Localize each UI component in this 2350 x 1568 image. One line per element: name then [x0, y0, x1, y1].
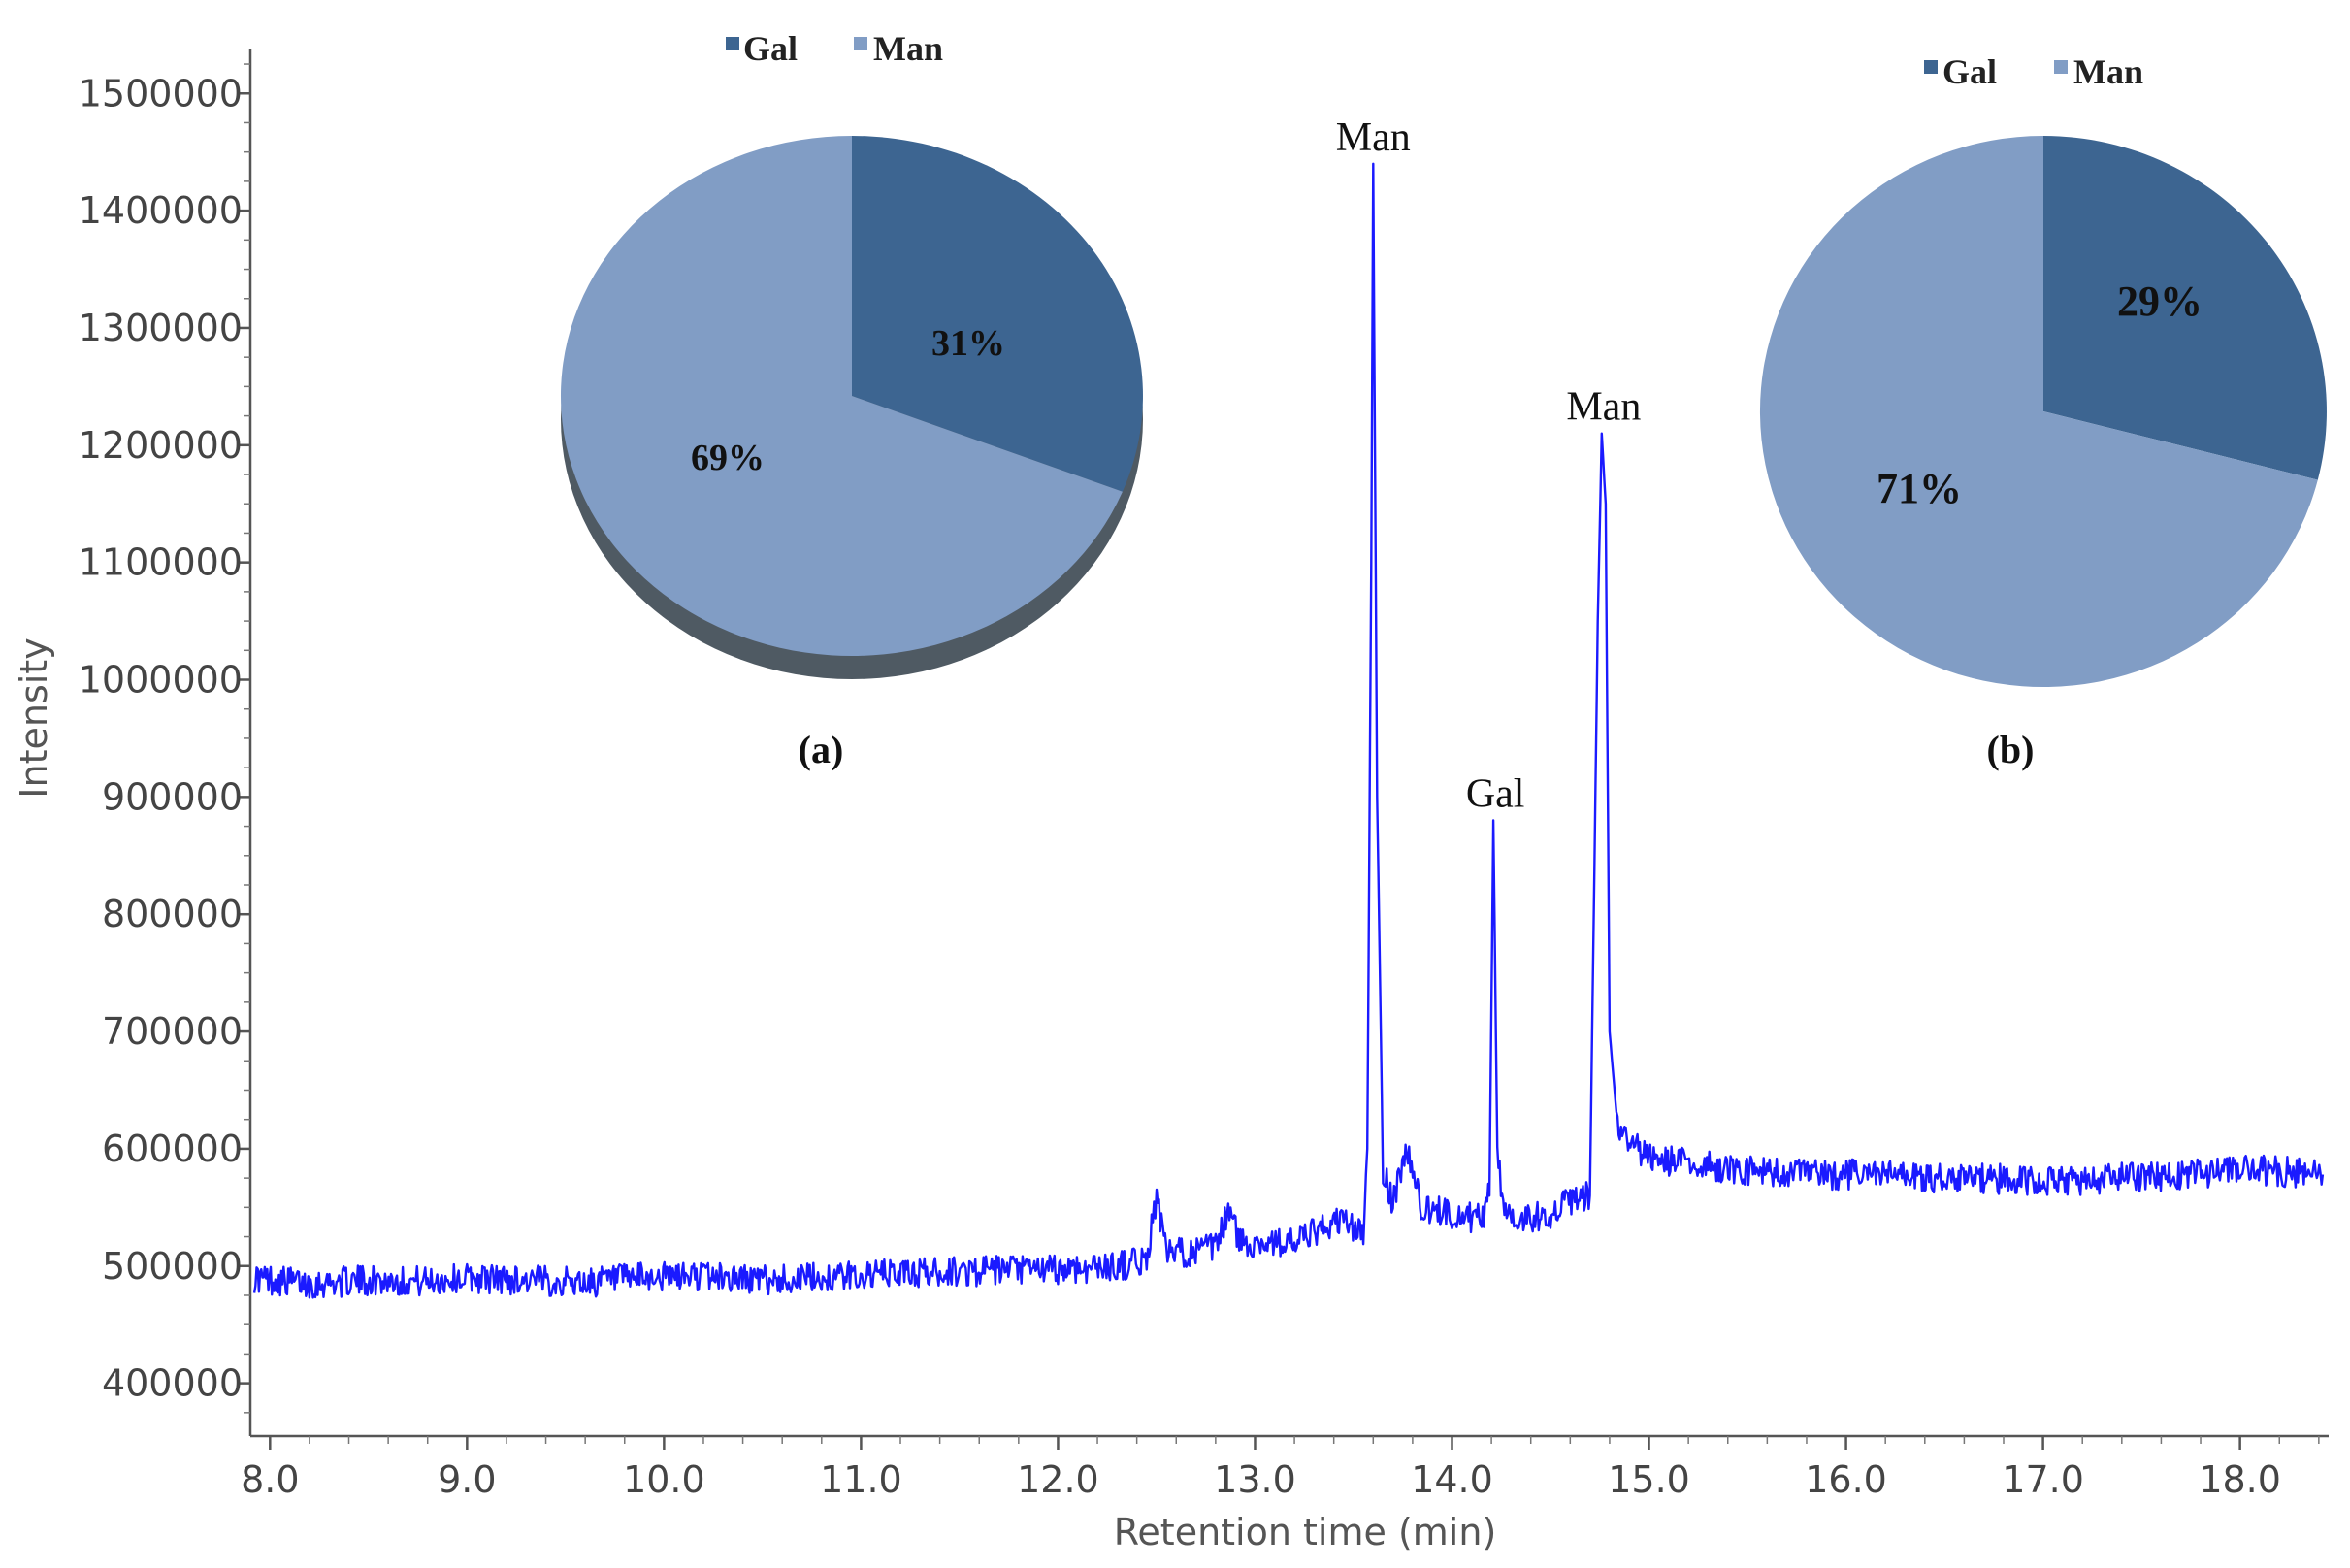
y-tick-label: 700000 — [102, 1010, 243, 1053]
y-tick-label: 800000 — [102, 893, 243, 935]
chromatogram-axes — [248, 49, 2329, 1438]
y-tick-label: 1400000 — [79, 189, 243, 232]
pie-b-slice-man — [1759, 136, 2318, 687]
y-tick-label: 1100000 — [79, 541, 243, 584]
chromatogram-chart: 8.0 9.0 10.0 11.0 12.0 13.0 14.0 15.0 16.0 17.0 18… — [13, 49, 2329, 1553]
pie-b-panel-label: (b) — [1987, 728, 2035, 771]
pie-a-slice-man — [560, 136, 1123, 657]
peak-label: Man — [1336, 115, 1411, 160]
y-tick-label: 1500000 — [79, 72, 243, 114]
pie-b-slice-gal — [2043, 136, 2327, 480]
y-tick-label: 600000 — [102, 1127, 243, 1170]
y-axis-label: Intensity — [13, 637, 55, 798]
y-tick-label: 1000000 — [79, 659, 243, 702]
pie-a-panel-label: (a) — [799, 728, 844, 771]
pie-b-legend: Gal Man — [1924, 52, 2143, 91]
pie-b-legend-swatch-gal — [1924, 60, 1938, 74]
pie-b-legend-label-gal: Gal — [1942, 52, 1997, 91]
pie-a-slice-gal — [852, 136, 1143, 492]
pie-a-legend-swatch-gal — [726, 37, 739, 50]
y-tick-label: 1200000 — [79, 424, 243, 467]
pie-chart-a: Gal Man 31% 69% (a) — [560, 29, 1143, 771]
peak-label: Gal — [1466, 772, 1525, 817]
x-tick-label: 10.0 — [623, 1458, 705, 1501]
peak-labels: Man Gal Man — [1336, 115, 1642, 817]
pie-b-legend-label-man: Man — [2073, 52, 2143, 91]
x-tick-label: 17.0 — [2002, 1458, 2084, 1501]
pie-a-legend-label-gal: Gal — [743, 29, 798, 68]
y-tick-label: 1300000 — [79, 307, 243, 349]
pie-a-legend-label-man: Man — [873, 29, 943, 68]
x-tick-label: 18.0 — [2199, 1458, 2281, 1501]
pie-a-legend-swatch-man — [854, 37, 867, 50]
chromatogram-trace — [252, 162, 2325, 1299]
x-tick-label: 11.0 — [820, 1458, 902, 1501]
x-axis-ticks: 8.0 9.0 10.0 11.0 12.0 13.0 14.0 15.0 16.0 17.0 18… — [241, 1436, 2320, 1501]
x-tick-label: 14.0 — [1411, 1458, 1493, 1501]
x-tick-label: 8.0 — [241, 1458, 299, 1501]
y-tick-label: 400000 — [102, 1362, 243, 1405]
pie-a-slice-gal-label: 31% — [931, 323, 1005, 364]
peak-label: Man — [1566, 385, 1641, 430]
x-tick-label: 15.0 — [1608, 1458, 1690, 1501]
pie-b-slice-man-label: 71% — [1877, 465, 1962, 512]
pie-chart-b: Gal Man 29% 71% (b) — [1759, 52, 2327, 771]
pie-b-slice-gal-label: 29% — [2117, 278, 2203, 325]
x-tick-label: 9.0 — [438, 1458, 496, 1501]
pie-a-legend: Gal Man — [726, 29, 943, 68]
x-tick-label: 16.0 — [1805, 1458, 1887, 1501]
x-tick-label: 12.0 — [1017, 1458, 1099, 1501]
x-axis-label: Retention time (min) — [1114, 1511, 1497, 1553]
y-axis-ticks: 400000 500000 600000 700000 800000 900000 1000… — [79, 63, 250, 1414]
y-tick-label: 500000 — [102, 1245, 243, 1288]
x-tick-label: 13.0 — [1214, 1458, 1296, 1501]
y-tick-label: 900000 — [102, 775, 243, 818]
pie-b-legend-swatch-man — [2054, 60, 2068, 74]
pie-a-slice-man-label: 69% — [691, 438, 765, 478]
